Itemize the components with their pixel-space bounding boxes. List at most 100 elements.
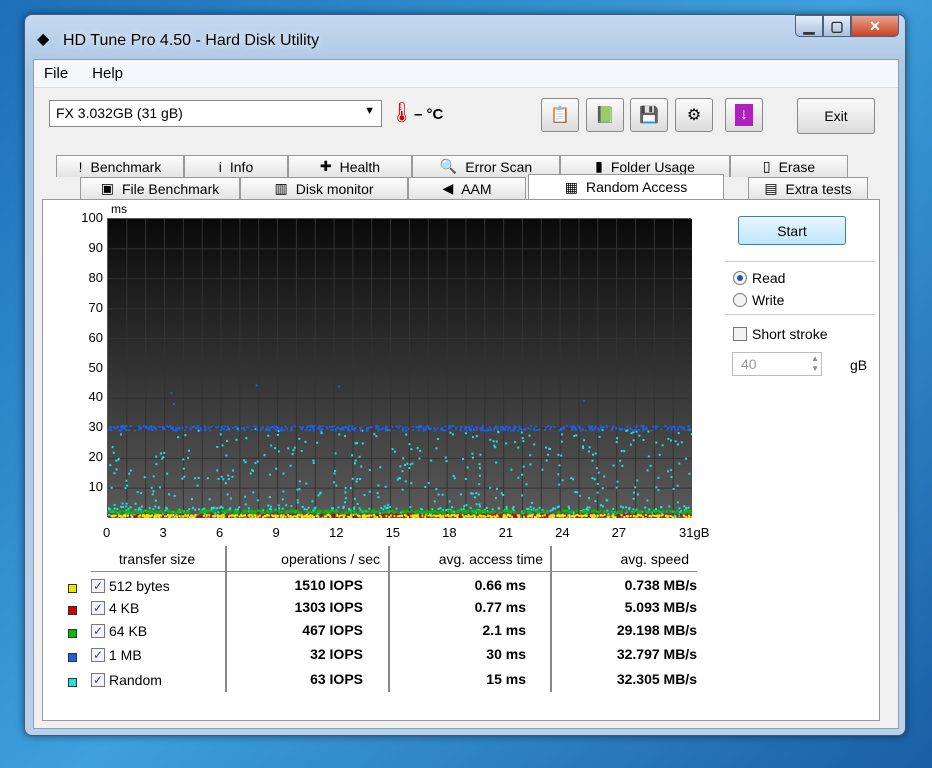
drive-select[interactable]: FX 3.032GB (31 gB) ▼ (49, 100, 382, 127)
exit-button[interactable]: Exit (797, 98, 875, 134)
copy-info-button[interactable]: 📋 (541, 98, 579, 132)
tab-erase[interactable]: ▯ Erase (730, 155, 848, 177)
series-toggle[interactable]: ✓ 4 KB (91, 600, 139, 616)
tab-random-access[interactable]: ▦ Random Access (528, 174, 724, 199)
data-point-512-bytes (448, 515, 451, 518)
radio-write (733, 293, 747, 307)
short-stroke-checkbox[interactable]: Short stroke (733, 326, 827, 342)
data-point-random (333, 481, 336, 484)
data-point-random (320, 430, 323, 433)
data-point-1-mb (594, 427, 597, 430)
data-point-512-bytes (568, 514, 571, 517)
data-point-64-kb (576, 509, 579, 512)
data-point-random (505, 442, 508, 445)
tab-health[interactable]: ✚ Health (288, 155, 412, 177)
data-point-512-bytes (639, 514, 642, 517)
series-toggle[interactable]: ✓ 64 KB (91, 623, 147, 639)
data-point-random (551, 508, 554, 511)
data-point-512-bytes (412, 514, 415, 517)
data-point-512-bytes (141, 515, 144, 518)
checkbox-checked: ✓ (91, 624, 105, 638)
tab-aam[interactable]: ◀ AAM (408, 177, 526, 199)
data-point-1-mb (496, 427, 499, 430)
data-point-64-kb (283, 510, 286, 513)
data-point-512-bytes (442, 515, 445, 518)
tab-disk-monitor[interactable]: ▥ Disk monitor (240, 177, 408, 199)
read-radio[interactable]: Read (733, 270, 785, 286)
data-point-random (229, 497, 232, 500)
data-point-random (163, 451, 166, 454)
data-point-random (317, 494, 320, 497)
data-point-1-mb (535, 428, 538, 431)
data-point-1-mb (225, 428, 228, 431)
data-point-64-kb (119, 511, 122, 514)
data-point-random (494, 497, 497, 500)
data-point-64-kb (212, 511, 215, 514)
data-point-64-kb (278, 510, 281, 513)
data-point-64-kb (668, 510, 671, 513)
data-point-512-bytes (510, 515, 513, 518)
data-point-512-bytes (620, 514, 623, 517)
data-point-1-mb (489, 428, 492, 431)
data-point-512-bytes (254, 516, 257, 519)
data-point-1-mb (326, 427, 329, 430)
menu-help[interactable]: Help (92, 65, 124, 82)
data-point-512-bytes (347, 515, 350, 518)
data-point-512-bytes (175, 514, 178, 517)
data-point-4-kb (386, 514, 389, 517)
options-button[interactable]: ⚙ (675, 98, 713, 132)
data-point-64-kb (687, 510, 690, 513)
data-point-512-bytes (580, 514, 583, 517)
data-point-1-mb (150, 424, 153, 427)
data-point-64-kb (320, 510, 323, 513)
data-point-512-bytes (467, 515, 470, 518)
data-point-64-kb (151, 511, 154, 514)
write-radio[interactable]: Write (733, 292, 784, 308)
data-point-random (591, 459, 594, 462)
data-point-64-kb (294, 510, 297, 513)
tab-benchmark[interactable]: ! Benchmark (56, 155, 184, 177)
series-toggle[interactable]: ✓ 1 MB (91, 647, 142, 663)
save-button[interactable]: 💾 (630, 98, 668, 132)
start-button[interactable]: Start (738, 216, 846, 245)
data-point-random (289, 464, 292, 467)
data-point-random (194, 477, 197, 480)
data-point-512-bytes (653, 514, 656, 517)
download-button[interactable]: ↓ (725, 98, 763, 132)
data-point-512-bytes (596, 514, 599, 517)
scatter-plot (107, 218, 694, 519)
menu-file[interactable]: File (44, 65, 69, 82)
maximize-button[interactable]: ▢ (823, 15, 851, 37)
data-point-1-mb (481, 429, 484, 432)
data-point-1-mb (524, 427, 527, 430)
data-point-64-kb (387, 510, 390, 513)
tab-error-scan[interactable]: 🔍 Error Scan (412, 155, 560, 177)
data-point-64-kb (244, 510, 247, 513)
spinner-arrows-icon[interactable]: ▲ ▼ (811, 354, 819, 373)
stroke-size-spinner[interactable]: 40 ▲ ▼ (732, 352, 822, 376)
series-toggle[interactable]: ✓ 512 bytes (91, 578, 170, 594)
data-point-random (152, 490, 155, 493)
series-toggle[interactable]: ✓ Random (91, 672, 162, 688)
data-point-1-mb (173, 429, 176, 432)
copy-screenshot-button[interactable]: 📗 (586, 98, 624, 132)
data-point-random (354, 513, 357, 516)
data-point-1-mb (584, 429, 587, 432)
data-point-random (512, 509, 515, 512)
data-point-64-kb (221, 511, 224, 514)
data-point-random (178, 508, 181, 511)
close-button[interactable]: ✕ (851, 15, 899, 37)
data-point-random (546, 453, 549, 456)
minimize-button[interactable]: ▁ (795, 15, 823, 37)
tab-icon: ◀ (442, 180, 454, 196)
tab-folder-usage[interactable]: ▮ Folder Usage (560, 155, 730, 177)
tab-info[interactable]: i Info (184, 155, 288, 177)
tab-file-benchmark[interactable]: ▣ File Benchmark (80, 177, 240, 199)
data-point-1-mb (513, 426, 516, 429)
data-point-512-bytes (193, 515, 196, 518)
data-point-512-bytes (489, 514, 492, 517)
data-point-512-bytes (536, 514, 539, 517)
data-point-1-mb (108, 428, 111, 431)
access-time-value: 0.77 ms (474, 599, 526, 615)
tab-extra-tests[interactable]: ▤ Extra tests (748, 177, 868, 199)
